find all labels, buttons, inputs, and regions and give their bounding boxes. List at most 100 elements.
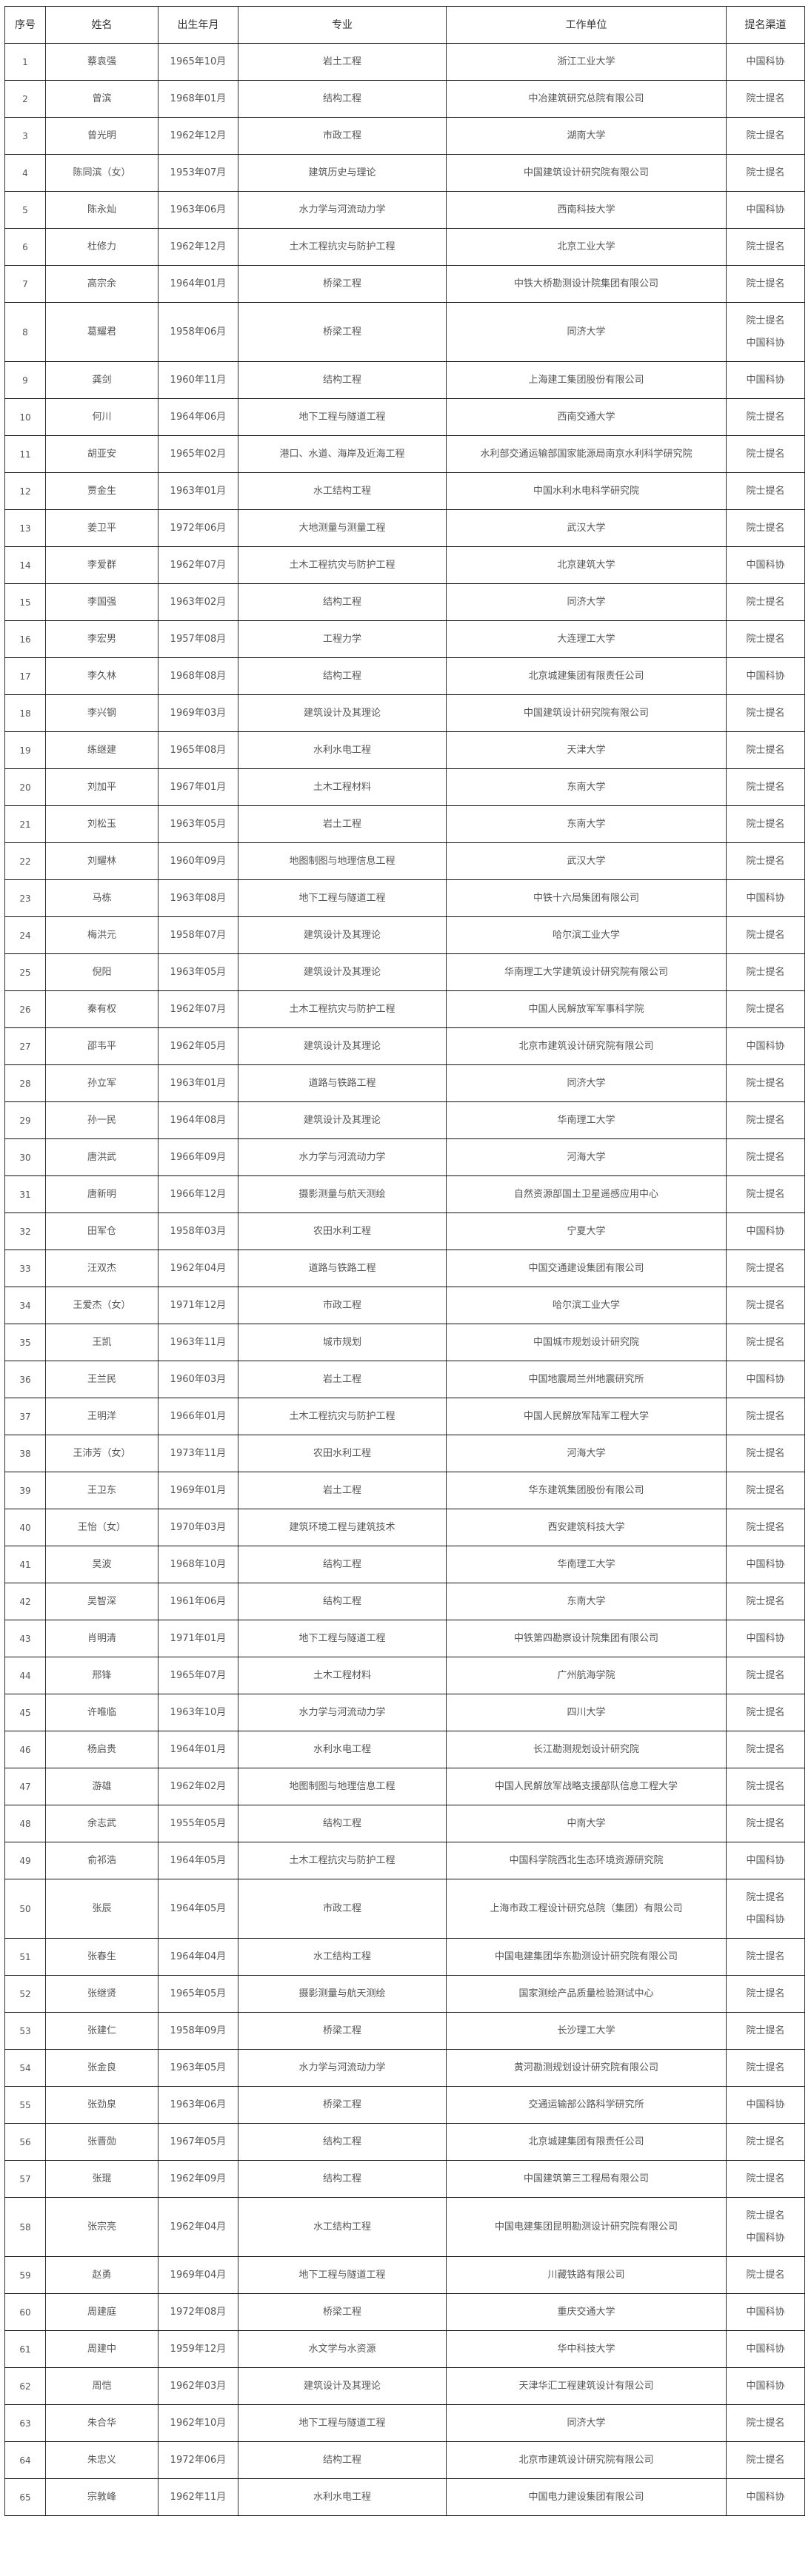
channel-label: 中国科协: [746, 1558, 785, 1570]
table-row: 8 葛耀君 1958年06月 桥梁工程 同济大学 院士提名 中国科协: [4, 302, 805, 362]
cell-birth: 1973年11月: [158, 1435, 238, 1472]
channel-label: 中国科协: [746, 2343, 785, 2355]
cell-birth: 1960年11月: [158, 361, 238, 399]
cell-name: 孙立军: [45, 1064, 158, 1102]
cell-birth: 1967年01月: [158, 768, 238, 806]
table-row: 56 张晋勋 1967年05月 结构工程 北京城建集团有限责任公司 院士提名: [4, 2123, 805, 2161]
table-row: 42 吴智深 1961年06月 结构工程 东南大学 院士提名: [4, 1583, 805, 1620]
cell-channel: 院士提名: [726, 472, 805, 510]
cell-major: 结构工程: [238, 2160, 447, 2198]
cell-birth: 1958年09月: [158, 2012, 238, 2050]
cell-major: 地下工程与隧道工程: [238, 2404, 447, 2442]
table-row: 17 李久林 1968年08月 结构工程 北京城建集团有限责任公司 中国科协: [4, 657, 805, 695]
cell-name: 张晋勋: [45, 2123, 158, 2161]
cell-name: 张琨: [45, 2160, 158, 2198]
table-row: 6 杜修力 1962年12月 土木工程抗灾与防护工程 北京工业大学 院士提名: [4, 228, 805, 266]
cell-index: 9: [4, 361, 46, 399]
table-row: 37 王明洋 1966年01月 土木工程抗灾与防护工程 中国人民解放军陆军工程大学 院士提…: [4, 1398, 805, 1435]
cell-channel: 院士提名: [726, 1138, 805, 1176]
cell-birth: 1964年01月: [158, 265, 238, 303]
cell-name: 何川: [45, 398, 158, 436]
cell-index: 59: [4, 2256, 46, 2294]
cell-name: 李久林: [45, 657, 158, 695]
channel-label: 中国科协: [746, 559, 785, 571]
channel-label: 院士提名: [746, 1669, 785, 1681]
cell-birth: 1969年04月: [158, 2256, 238, 2294]
cell-channel: 中国科协: [726, 1546, 805, 1583]
cell-name: 唐新明: [45, 1175, 158, 1213]
table-row: 20 刘加平 1967年01月 土木工程材料 东南大学 院士提名: [4, 768, 805, 806]
table-row: 3 曾光明 1962年12月 市政工程 湖南大学 院士提名: [4, 117, 805, 155]
cell-name: 曾滨: [45, 80, 158, 118]
cell-major: 桥梁工程: [238, 302, 447, 362]
cell-major: 结构工程: [238, 2441, 447, 2479]
cell-major: 建筑设计及其理论: [238, 694, 447, 732]
header-birth: 出生年月: [158, 6, 238, 44]
cell-index: 46: [4, 1731, 46, 1768]
cell-index: 64: [4, 2441, 46, 2479]
cell-organization: 北京市建筑设计研究院有限公司: [446, 1027, 727, 1065]
cell-organization: 天津大学: [446, 731, 727, 769]
cell-birth: 1967年05月: [158, 2123, 238, 2161]
cell-organization: 武汉大学: [446, 509, 727, 547]
cell-name: 赵勇: [45, 2256, 158, 2294]
channel-label: 院士提名: [746, 929, 785, 941]
channel-label: 院士提名: [746, 1706, 785, 1718]
cell-organization: 大连理工大学: [446, 620, 727, 658]
channel-label: 院士提名: [746, 167, 785, 178]
cell-name: 邵韦平: [45, 1027, 158, 1065]
cell-birth: 1965年10月: [158, 43, 238, 81]
cell-major: 地下工程与隧道工程: [238, 1620, 447, 1657]
cell-birth: 1965年07月: [158, 1657, 238, 1694]
cell-major: 结构工程: [238, 1805, 447, 1842]
channel-label: 院士提名: [746, 596, 785, 608]
cell-channel: 院士提名: [726, 768, 805, 806]
table-row: 14 李爱群 1962年07月 土木工程抗灾与防护工程 北京建筑大学 中国科协: [4, 546, 805, 584]
table-row: 62 周恺 1962年03月 建筑设计及其理论 天津华汇工程建筑设计有限公司 中国科协: [4, 2367, 805, 2405]
cell-organization: 东南大学: [446, 805, 727, 843]
header-organization: 工作单位: [446, 6, 727, 44]
table-row: 28 孙立军 1963年01月 道路与铁路工程 同济大学 院士提名: [4, 1064, 805, 1102]
channel-label: 院士提名: [746, 2025, 785, 2036]
cell-channel: 中国科协: [726, 1842, 805, 1879]
cell-major: 结构工程: [238, 80, 447, 118]
channel-label: 院士提名: [746, 315, 785, 326]
cell-major: 农田水利工程: [238, 1212, 447, 1250]
cell-channel: 院士提名: [726, 1938, 805, 1976]
channel-label: 院士提名: [746, 2210, 785, 2221]
header-major: 专业: [238, 6, 447, 44]
cell-major: 建筑环境工程与建筑技术: [238, 1509, 447, 1546]
cell-organization: 中铁第四勘察设计院集团有限公司: [446, 1620, 727, 1657]
channel-label: 院士提名: [746, 2062, 785, 2073]
cell-channel: 中国科协: [726, 2330, 805, 2368]
table-row: 16 李宏男 1957年08月 工程力学 大连理工大学 院士提名: [4, 620, 805, 658]
cell-major: 水文学与水资源: [238, 2330, 447, 2368]
cell-organization: 中国人民解放军陆军工程大学: [446, 1398, 727, 1435]
cell-index: 41: [4, 1546, 46, 1583]
channel-label: 院士提名: [746, 1595, 785, 1607]
cell-birth: 1962年09月: [158, 2160, 238, 2198]
table-row: 48 余志武 1955年05月 结构工程 中南大学 院士提名: [4, 1805, 805, 1842]
cell-channel: 中国科协: [726, 879, 805, 917]
cell-index: 36: [4, 1361, 46, 1398]
cell-major: 桥梁工程: [238, 2012, 447, 2050]
cell-birth: 1969年03月: [158, 694, 238, 732]
cell-index: 47: [4, 1768, 46, 1805]
cell-channel: 院士提名: [726, 916, 805, 954]
cell-name: 陈同滨（女）: [45, 154, 158, 192]
cell-index: 13: [4, 509, 46, 547]
cell-birth: 1970年03月: [158, 1509, 238, 1546]
cell-channel: 院士提名: [726, 1657, 805, 1694]
cell-index: 32: [4, 1212, 46, 1250]
cell-channel: 院士提名: [726, 2256, 805, 2294]
cell-major: 市政工程: [238, 1879, 447, 1939]
cell-index: 19: [4, 731, 46, 769]
cell-organization: 交通运输部公路科学研究所: [446, 2086, 727, 2124]
cell-index: 33: [4, 1250, 46, 1287]
cell-channel: 中国科协: [726, 1212, 805, 1250]
cell-name: 李国强: [45, 583, 158, 621]
cell-organization: 中国科学院西北生态环境资源研究院: [446, 1842, 727, 1879]
channel-label: 中国科协: [746, 2306, 785, 2318]
cell-organization: 北京城建集团有限责任公司: [446, 657, 727, 695]
cell-index: 60: [4, 2293, 46, 2331]
